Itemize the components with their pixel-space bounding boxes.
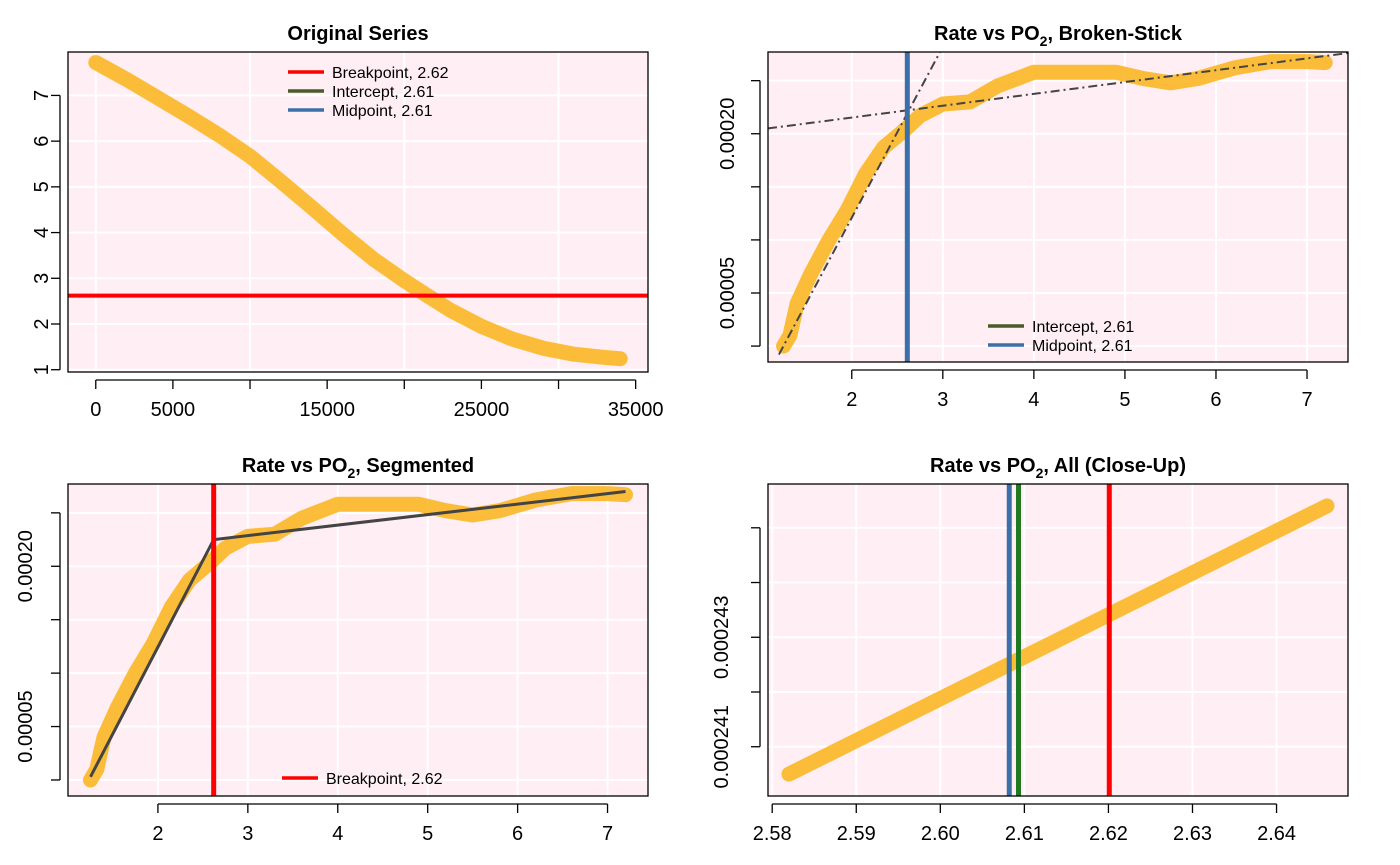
data-series bbox=[781, 498, 1335, 782]
x-tick-label: 4 bbox=[332, 823, 343, 845]
plot-background bbox=[68, 484, 648, 796]
x-tick-label: 5 bbox=[1119, 389, 1130, 411]
x-tick-label: 2 bbox=[846, 389, 857, 411]
x-tick-label: 3 bbox=[937, 389, 948, 411]
plot-area bbox=[768, 484, 1348, 796]
panel-title: Rate vs PO2, Segmented bbox=[242, 455, 474, 481]
y-tick-label: 5 bbox=[31, 181, 53, 192]
x-tick-label: 7 bbox=[602, 823, 613, 845]
x-tick-label: 2.64 bbox=[1257, 823, 1296, 845]
y-tick-label: 0.000243 bbox=[711, 596, 733, 679]
y-tick-label: 2 bbox=[31, 318, 53, 329]
y-tick-label: 6 bbox=[31, 136, 53, 147]
x-tick-label: 2 bbox=[152, 823, 163, 845]
y-tick-label: 3 bbox=[31, 273, 53, 284]
panel-title-suffix: , All (Close-Up) bbox=[1043, 455, 1186, 477]
panel-title-subscript: 2 bbox=[1036, 465, 1044, 481]
y-tick-label: 0.000241 bbox=[711, 705, 733, 788]
panel-title: Rate vs PO2, Broken-Stick bbox=[934, 23, 1183, 49]
broken-stick-line bbox=[778, 52, 942, 356]
plot-area bbox=[768, 52, 1348, 362]
panel-title-main: Original Series bbox=[287, 23, 428, 45]
panel-close-up: 2.58 2.59 2.60 2.61 2.62 2.63 2.64 0.000241 0.00… bbox=[711, 455, 1349, 845]
x-tick-label: 6 bbox=[1210, 389, 1221, 411]
panel-title: Rate vs PO2, All (Close-Up) bbox=[930, 455, 1186, 481]
x-tick-label: 3 bbox=[242, 823, 253, 845]
panel-title-main: Rate vs PO bbox=[934, 23, 1040, 45]
x-tick-label: 2.58 bbox=[753, 823, 792, 845]
y-tick-label: 0.00020 bbox=[717, 98, 739, 170]
plot-frame bbox=[767, 51, 1349, 363]
x-tick-label: 25000 bbox=[454, 399, 510, 421]
broken-stick-line bbox=[768, 52, 1348, 130]
panel-title-suffix: , Broken-Stick bbox=[1047, 23, 1182, 45]
legend-label: Breakpoint, 2.62 bbox=[326, 771, 443, 788]
x-tick-label: 2.62 bbox=[1089, 823, 1128, 845]
x-tick-label: 6 bbox=[512, 823, 523, 845]
legend: Intercept, 2.61 Midpoint, 2.61 bbox=[988, 319, 1134, 355]
legend-label: Midpoint, 2.61 bbox=[1032, 338, 1133, 355]
legend-label: Breakpoint, 2.62 bbox=[332, 65, 449, 82]
x-tick-label: 0 bbox=[90, 399, 101, 421]
y-tick-label: 1 bbox=[31, 364, 53, 375]
legend-label: Midpoint, 2.61 bbox=[332, 103, 433, 120]
x-tick-label: 2.59 bbox=[837, 823, 876, 845]
data-series bbox=[83, 486, 633, 788]
x-tick-label: 15000 bbox=[299, 399, 355, 421]
y-tick-label: 0.00005 bbox=[717, 257, 739, 329]
x-tick-label: 7 bbox=[1301, 389, 1312, 411]
panel-title-subscript: 2 bbox=[347, 465, 355, 481]
panel-title-suffix: , Segmented bbox=[355, 455, 474, 477]
plot-area bbox=[68, 52, 648, 372]
panel-title-main: Rate vs PO bbox=[242, 455, 348, 477]
plot-frame bbox=[67, 51, 649, 373]
panel-title-subscript: 2 bbox=[1040, 33, 1048, 49]
legend-label: Intercept, 2.61 bbox=[1032, 319, 1134, 336]
panel-original-series: 0 5000 15000 25000 35000 1 2 3 4 5 6 7 Original Seri… bbox=[31, 23, 663, 421]
x-tick-label: 2.63 bbox=[1173, 823, 1212, 845]
panel-title-main: Rate vs PO bbox=[930, 455, 1036, 477]
x-tick-label: 4 bbox=[1028, 389, 1039, 411]
x-tick-label: 35000 bbox=[608, 399, 664, 421]
x-tick-label: 5000 bbox=[151, 399, 196, 421]
y-tick-label: 0.00020 bbox=[15, 530, 37, 602]
data-series bbox=[88, 55, 628, 367]
y-tick-label: 7 bbox=[31, 90, 53, 101]
legend: Breakpoint, 2.62 Intercept, 2.61 Midpoint,… bbox=[288, 65, 449, 120]
x-tick-label: 5 bbox=[422, 823, 433, 845]
panel-title: Original Series bbox=[287, 23, 428, 45]
legend-label: Intercept, 2.61 bbox=[332, 84, 434, 101]
plot-frame bbox=[767, 483, 1349, 797]
plot-area bbox=[68, 484, 648, 796]
x-tick-label: 2.61 bbox=[1005, 823, 1044, 845]
y-tick-label: 4 bbox=[31, 227, 53, 238]
y-tick-label: 0.00005 bbox=[15, 690, 37, 762]
plot-frame bbox=[67, 483, 649, 797]
x-tick-label: 2.60 bbox=[921, 823, 960, 845]
legend: Breakpoint, 2.62 bbox=[282, 771, 443, 788]
plot-background bbox=[768, 52, 1348, 362]
